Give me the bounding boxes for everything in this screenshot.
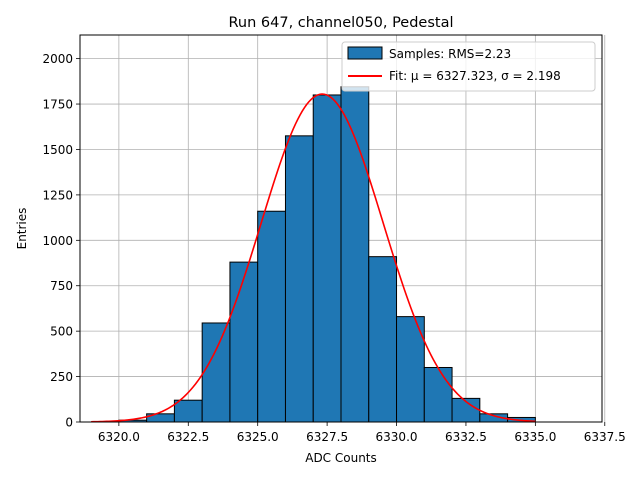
- legend-samples-patch: [347, 46, 383, 60]
- x-tick-label: 6327.5: [306, 430, 348, 444]
- legend: Samples: RMS=2.23 Fit: μ = 6327.323, σ =…: [341, 41, 596, 92]
- y-tick-label: 0: [65, 416, 73, 430]
- histogram-bar: [368, 256, 398, 423]
- plot-area-frame: [79, 34, 603, 423]
- y-tick-label: 2000: [42, 52, 73, 66]
- histogram-bar: [284, 135, 314, 423]
- histogram-bars: [118, 86, 536, 423]
- legend-fit-label: Fit: μ = 6327.323, σ = 2.198: [389, 69, 561, 83]
- y-tick-label: 1250: [42, 188, 73, 202]
- x-tick-label: 6337.5: [584, 430, 626, 444]
- y-tick-label: 250: [50, 370, 73, 384]
- legend-box: [341, 41, 596, 92]
- chart-title: Run 647, channel050, Pedestal: [228, 15, 453, 31]
- histogram-bar: [229, 261, 259, 423]
- x-axis-ticks: 6320.0 6322.5 6325.0 6327.5 6330.0 6332.5 6335…: [98, 422, 626, 444]
- y-tick-label: 750: [50, 279, 73, 293]
- histogram-bar: [173, 399, 203, 423]
- x-tick-label: 6332.5: [445, 430, 487, 444]
- histogram-bar: [201, 322, 231, 423]
- x-tick-label: 6320.0: [98, 430, 140, 444]
- y-tick-label: 1000: [42, 234, 73, 248]
- histogram-bar: [423, 366, 453, 423]
- legend-samples-label: Samples: RMS=2.23: [389, 47, 511, 61]
- x-axis-label: ADC Counts: [305, 451, 377, 465]
- x-tick-label: 6325.0: [237, 430, 279, 444]
- y-tick-label: 1500: [42, 143, 73, 157]
- x-tick-label: 6322.5: [167, 430, 209, 444]
- fit-curve-group: [91, 93, 536, 423]
- histogram-bar: [257, 210, 286, 423]
- y-axis-label: Entries: [15, 208, 29, 250]
- y-tick-label: 500: [50, 325, 73, 339]
- x-tick-label: 6330.0: [376, 430, 418, 444]
- x-tick-label: 6335.0: [514, 430, 556, 444]
- fit-curve: [91, 93, 536, 423]
- histogram-bar: [312, 94, 342, 423]
- y-axis-ticks: 0 250 500 750 1000 1250 1500 1750 2000: [42, 52, 80, 430]
- y-tick-label: 1750: [42, 98, 73, 112]
